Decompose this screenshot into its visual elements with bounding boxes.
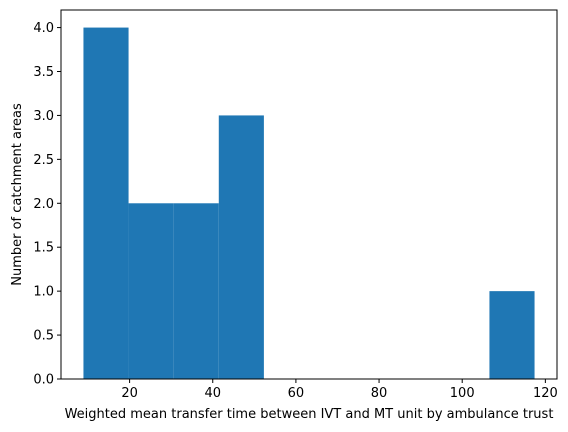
x-tick-label: 40 xyxy=(204,386,221,401)
histogram-bar xyxy=(83,27,129,379)
x-tick-label: 80 xyxy=(371,386,388,401)
y-tick-label: 2.5 xyxy=(33,153,54,168)
plot-frame xyxy=(60,9,558,380)
x-tick-label: 100 xyxy=(450,386,475,401)
y-tick-label: 3.5 xyxy=(33,65,54,80)
y-tick-label: 2.0 xyxy=(33,197,54,212)
histogram-bar xyxy=(218,115,264,379)
x-tick-label: 120 xyxy=(533,386,558,401)
x-axis-label: Weighted mean transfer time between IVT … xyxy=(65,407,554,422)
y-tick-label: 0.5 xyxy=(33,329,54,344)
y-tick-label: 4.0 xyxy=(33,21,54,36)
histogram-bar xyxy=(173,203,219,379)
y-axis-ticks: 0.0 0.5 1.0 1.5 2.0 2.5 3.0 3.5 4.0 xyxy=(33,21,61,388)
x-tick-label: 20 xyxy=(121,386,138,401)
x-axis-ticks: 20 40 60 80 100 120 xyxy=(121,379,558,401)
y-tick-label: 1.0 xyxy=(33,285,54,300)
bars xyxy=(83,27,535,379)
y-tick-label: 3.0 xyxy=(33,109,54,124)
y-axis-label: Number of catchment areas xyxy=(10,103,25,286)
histogram-bar xyxy=(128,203,174,379)
histogram-bar xyxy=(489,291,535,379)
y-tick-label: 1.5 xyxy=(33,241,54,256)
y-tick-label: 0.0 xyxy=(33,373,54,388)
x-tick-label: 60 xyxy=(288,386,305,401)
